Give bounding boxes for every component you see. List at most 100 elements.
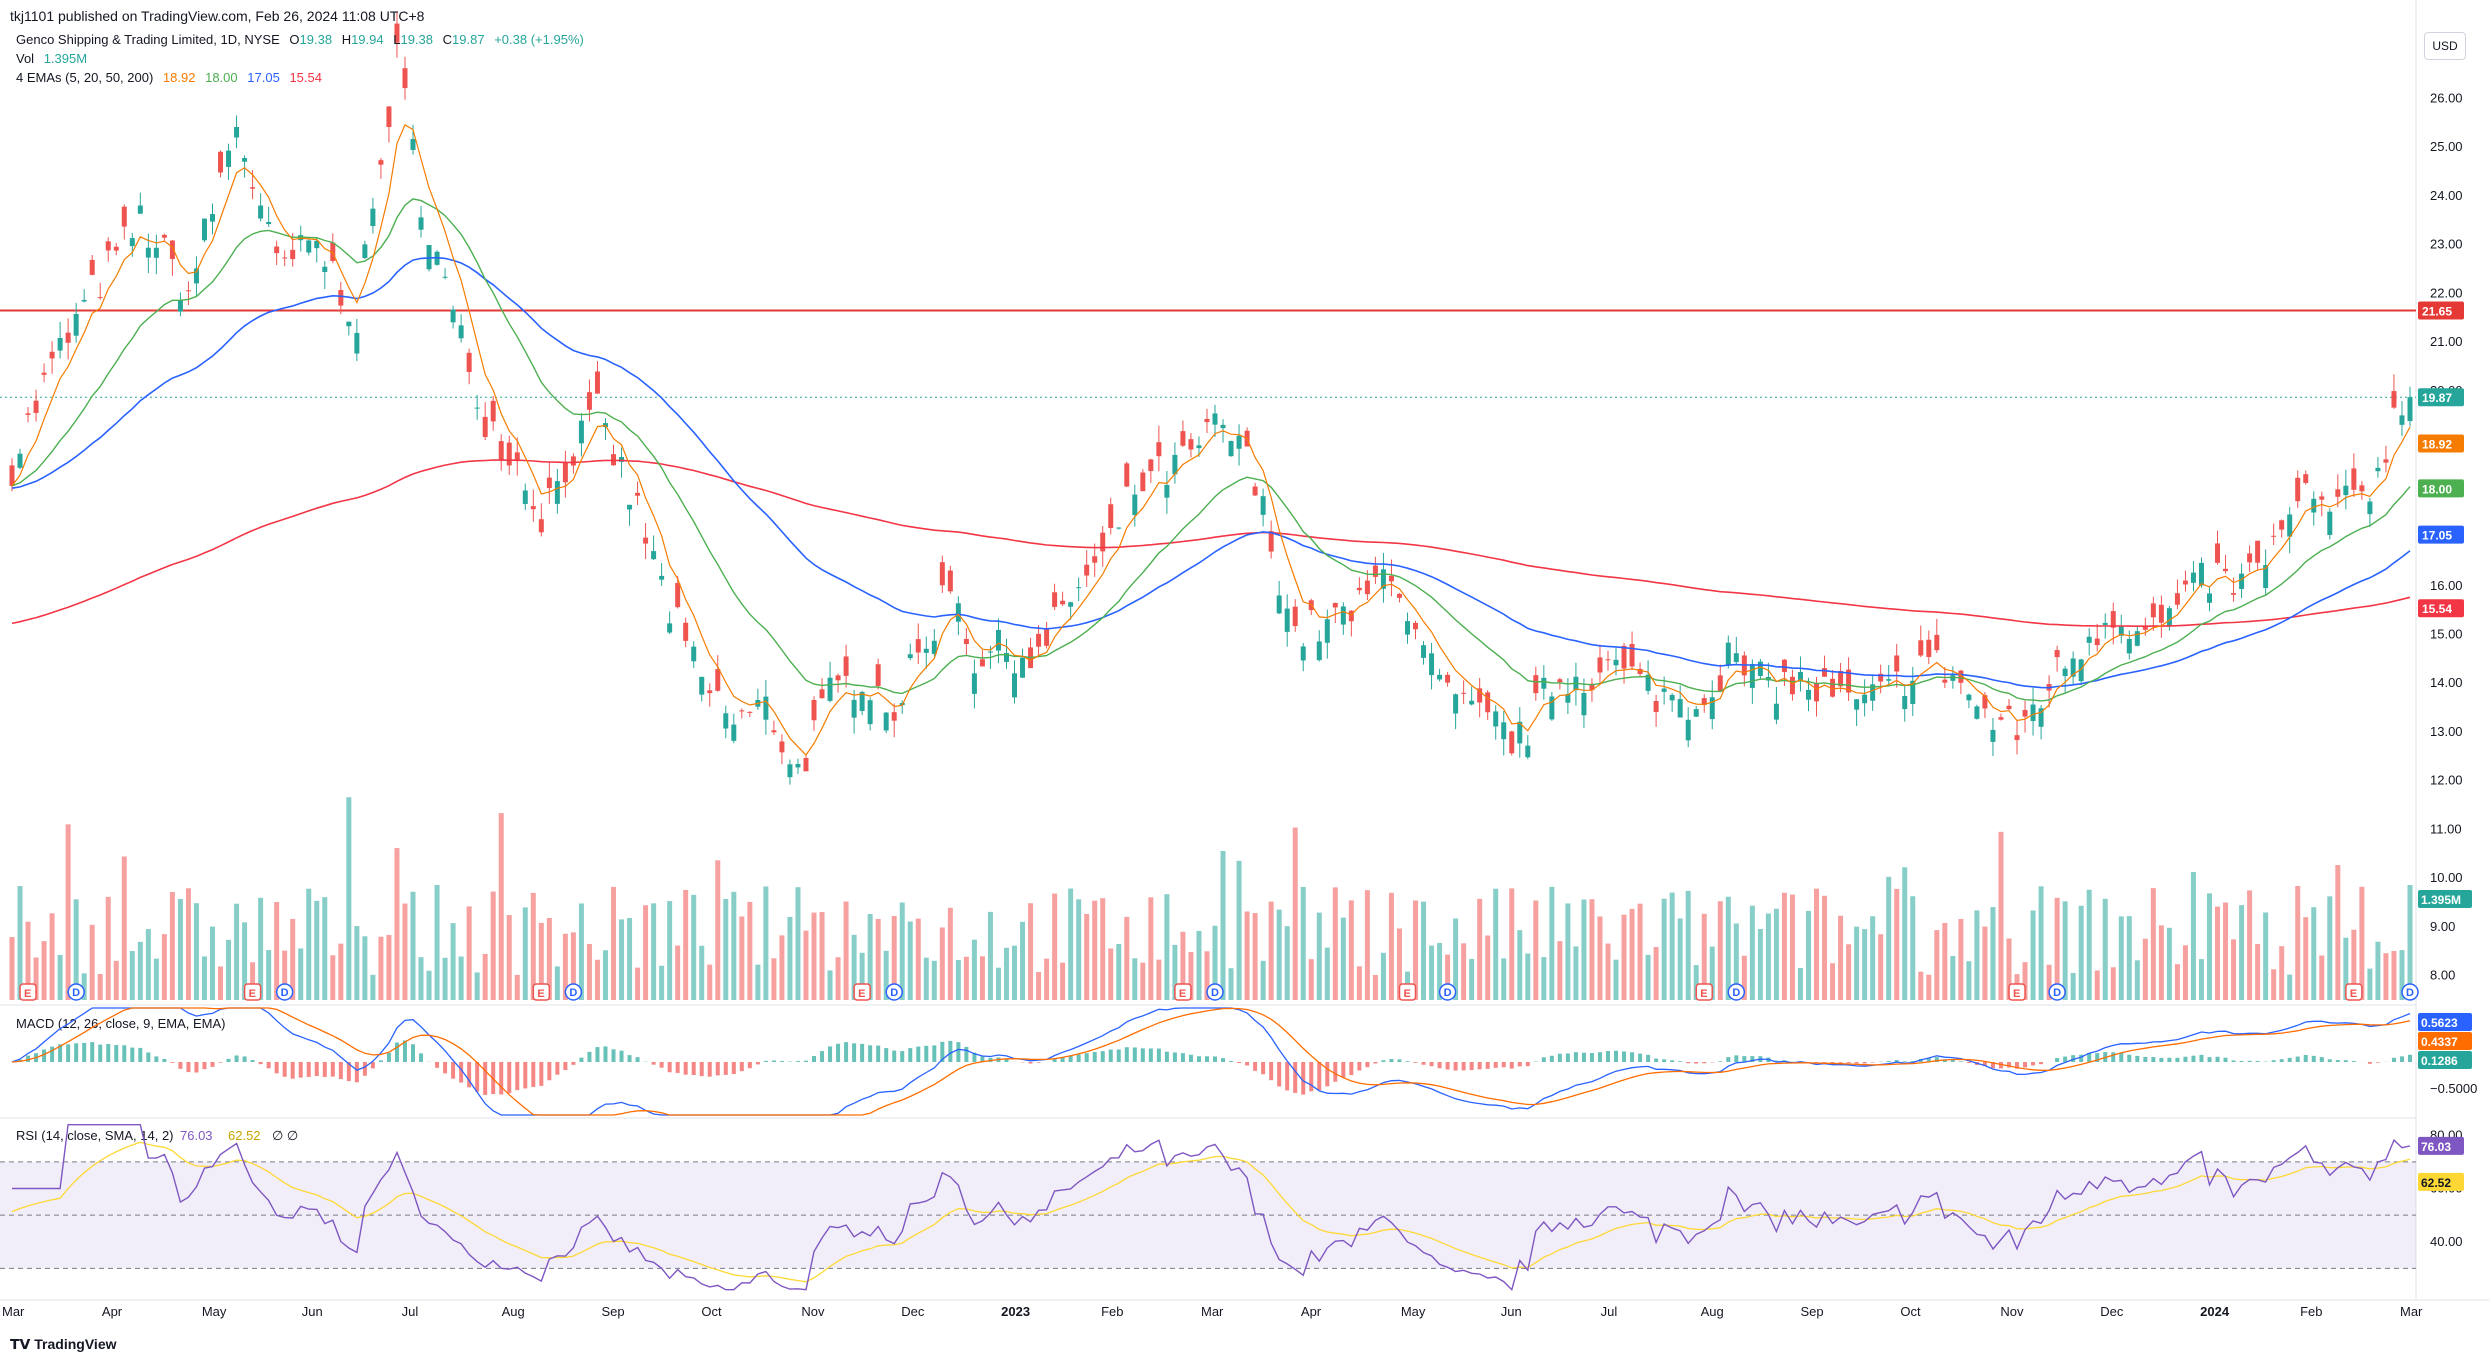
macd-hist-bar: [1557, 1053, 1562, 1062]
volume-bar: [1645, 954, 1651, 1000]
macd-hist-bar: [1060, 1056, 1065, 1062]
candle-body: [9, 465, 15, 486]
macd-hist-bar: [1124, 1047, 1129, 1062]
volume-bar: [1396, 928, 1402, 1000]
macd-hist-bar: [2207, 1057, 2212, 1062]
volume-bar: [1268, 901, 1274, 1000]
ema20-value: 18.00: [205, 70, 238, 85]
candle-body: [2367, 501, 2373, 515]
candle-body: [177, 300, 183, 312]
volume-bar: [2359, 886, 2365, 1000]
candle-body: [2215, 543, 2221, 563]
macd-hist-bar: [362, 1062, 367, 1076]
volume-bar: [177, 898, 183, 1000]
volume-bar: [1380, 952, 1386, 1000]
macd-hist-bar: [1172, 1052, 1177, 1062]
candle-body: [2166, 608, 2172, 627]
ema200-line: [11, 459, 2411, 627]
dividend-marker-label: D: [890, 987, 898, 999]
currency-button[interactable]: USD: [2424, 32, 2466, 60]
candle-body: [290, 249, 296, 260]
candle-body: [1773, 703, 1779, 720]
price-marker-label: 18.92: [2422, 437, 2452, 451]
earnings-marker-label: E: [2350, 988, 2357, 1000]
candle-body: [1356, 587, 1362, 591]
volume-bar: [1565, 903, 1571, 1000]
volume-bar: [1172, 944, 1178, 1000]
macd-hist-bar: [659, 1062, 664, 1068]
macd-hist-bar: [1108, 1049, 1113, 1062]
macd-hist-bar: [1445, 1062, 1450, 1070]
macd-hist-bar: [1469, 1062, 1474, 1071]
volume-bar: [723, 898, 729, 1000]
candle-body: [2359, 485, 2365, 492]
open-label: O: [289, 32, 300, 47]
volume-bar: [811, 912, 817, 1000]
macd-hist-bar: [66, 1044, 71, 1062]
candle-body: [627, 504, 633, 510]
candle-body: [234, 126, 240, 138]
macd-hist-bar: [435, 1062, 440, 1068]
macd-hist-bar: [1573, 1052, 1578, 1062]
earnings-marker-icon: [853, 983, 871, 1001]
candle-body: [97, 297, 103, 299]
time-tick-label: Aug: [1701, 1304, 1724, 1319]
volume-bar: [1950, 956, 1956, 1000]
candle-body: [169, 240, 175, 259]
macd-hist-bar: [2223, 1057, 2228, 1062]
candle-body: [771, 730, 777, 733]
volume-bar: [1132, 958, 1138, 1000]
volume-bar: [538, 922, 544, 1000]
volume-bar: [1076, 899, 1082, 1000]
candle-body: [1645, 674, 1651, 691]
macd-hist-bar: [2239, 1060, 2244, 1062]
volume-bar: [1693, 965, 1699, 1000]
candle-body: [1966, 694, 1972, 701]
candle-body: [522, 490, 528, 504]
candle-body: [787, 764, 793, 778]
macd-hist-bar: [619, 1050, 624, 1062]
macd-hist-bar: [242, 1056, 247, 1062]
volume-bar: [1284, 926, 1290, 1000]
candle-body: [803, 758, 809, 772]
macd-hist-bar: [1028, 1062, 1033, 1064]
candle-body: [1781, 659, 1787, 673]
macd-hist-bar: [2055, 1058, 2060, 1062]
macd-hist-bar: [2271, 1060, 2276, 1062]
candle-body: [193, 268, 199, 284]
volume-bar: [1870, 916, 1876, 1000]
candle-body: [2303, 474, 2309, 483]
macd-hist-bar: [98, 1044, 103, 1062]
macd-hist-bar: [2039, 1062, 2044, 1065]
volume-bar: [466, 906, 472, 1000]
price-marker-badge: [2418, 388, 2464, 407]
candle-body: [1140, 472, 1146, 492]
macd-hist-bar: [1140, 1048, 1145, 1062]
macd-hist-bar: [1870, 1062, 1875, 1063]
candle-body: [89, 259, 95, 275]
candle-body: [1012, 673, 1018, 698]
volume-bar: [570, 932, 576, 1000]
macd-hist-bar: [467, 1062, 472, 1088]
candle-body: [691, 646, 697, 662]
macd-hist-bar: [1333, 1062, 1338, 1082]
macd-hist-bar: [691, 1062, 696, 1076]
volume-bar: [2383, 953, 2389, 1000]
macd-hist-bar: [1148, 1048, 1153, 1062]
time-tick-label: Jun: [302, 1304, 323, 1319]
macd-hist-bar: [1605, 1051, 1610, 1062]
volume-bar: [2062, 901, 2068, 1000]
candle-body: [2126, 638, 2132, 654]
volume-bar: [2231, 939, 2237, 1000]
dividend-marker-label: D: [569, 987, 577, 999]
macd-hist-bar: [579, 1057, 584, 1062]
candle-body: [490, 400, 496, 422]
volume-bar: [971, 939, 977, 1000]
time-tick-label: Dec: [2100, 1304, 2124, 1319]
candle-body: [1661, 688, 1667, 692]
macd-hist-bar: [378, 1060, 383, 1062]
candle-body: [739, 710, 745, 712]
macd-hist-bar: [627, 1055, 632, 1062]
macd-hist-bar: [1325, 1062, 1330, 1087]
